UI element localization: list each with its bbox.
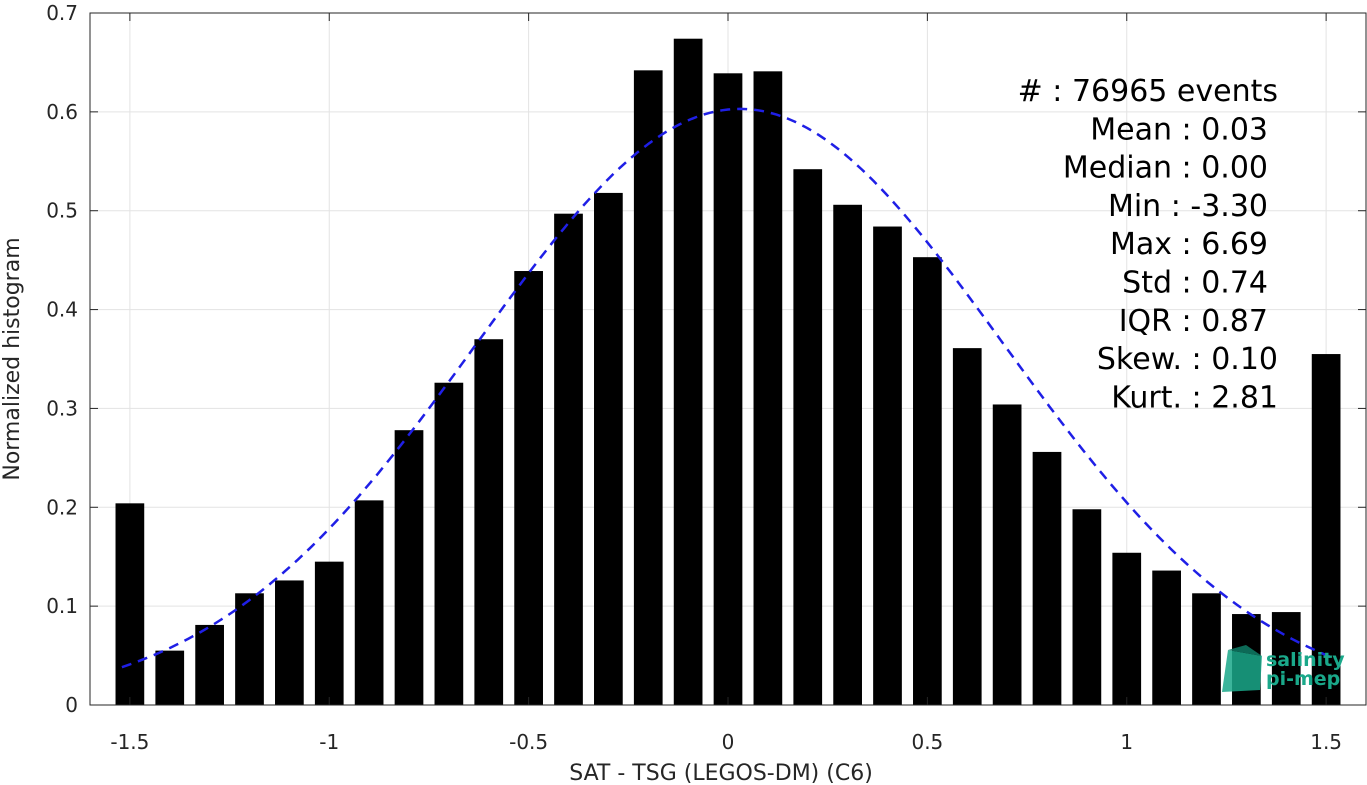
y-tick-label: 0.7 [46,1,78,25]
x-tick-label: 0 [722,730,735,754]
histogram-bar [594,192,623,706]
histogram-bar [155,650,185,705]
x-tick-label: 1.5 [1310,730,1342,754]
y-axis-ticks: 0 0.1 0.2 0.3 0.4 0.5 0.6 0.7 [46,1,1366,717]
histogram-bar [833,204,862,706]
histogram-bar [514,271,543,705]
histogram-bar [1072,509,1102,705]
histogram-bar [1152,570,1181,705]
histogram-bar [1271,612,1301,705]
x-tick-label: -1.5 [110,730,149,754]
stat-line: Max : 6.69 [1110,227,1268,262]
stat-line: # : 76965 events [1018,74,1278,109]
logo-line2: pi-mep [1266,668,1340,690]
stat-line: Skew. : 0.10 [1097,342,1278,377]
y-tick-label: 0.1 [46,594,78,618]
y-tick-label: 0.3 [46,396,78,420]
y-tick-label: 0.6 [46,100,78,124]
histogram-bar [1112,552,1142,705]
histogram-bars [115,38,1341,706]
stat-line: Min : -3.30 [1108,189,1268,224]
histogram-bar [394,430,424,705]
histogram-bar [952,348,982,705]
histogram-bar [235,593,264,705]
logo-mark-shade-icon [1228,645,1262,656]
logo-mark-icon [1222,650,1262,692]
histogram-bar [913,257,942,705]
histogram-bar [633,70,663,705]
histogram-bar [314,561,344,705]
stat-line: Mean : 0.03 [1090,112,1268,147]
histogram-bar [793,169,823,706]
histogram-bar [115,503,145,705]
histogram-bar [474,339,504,705]
x-axis-ticks: -1.5 -1 -0.5 0 0.5 1 1.5 [110,13,1342,754]
y-tick-label: 0.4 [46,298,78,322]
histogram-bar [434,382,464,705]
y-tick-label: 0.2 [46,495,78,519]
histogram-bar [275,580,304,705]
y-axis-label: Normalized histogram [0,237,25,480]
histogram-bar [1032,451,1062,705]
histogram-bar [992,404,1022,705]
histogram-bar [354,500,384,705]
x-axis-label: SAT - TSG (LEGOS-DM) (C6) [569,761,873,785]
histogram-bar [195,624,224,705]
histogram-bar [713,73,743,705]
histogram-bar [1311,354,1341,705]
histogram-bar [873,226,902,705]
stat-line: IQR : 0.87 [1119,304,1268,339]
histogram-bar [554,213,583,705]
stat-line: Kurt. : 2.81 [1111,380,1278,415]
salinity-pimep-logo: salinity pi-mep [1222,645,1345,692]
y-tick-label: 0 [65,693,78,717]
stat-line: Std : 0.74 [1122,266,1268,301]
stat-line: Median : 0.00 [1063,151,1268,186]
normal-fit-curve [121,107,1335,669]
logo-line1: salinity [1266,649,1345,671]
x-tick-label: -0.5 [509,730,548,754]
x-tick-label: 1 [1120,730,1133,754]
histogram-bar [753,71,783,706]
y-tick-label: 0.5 [46,199,78,223]
histogram-bar [1192,593,1221,705]
histogram-bar [673,38,703,705]
x-tick-label: 0.5 [911,730,943,754]
x-tick-label: -1 [319,730,339,754]
